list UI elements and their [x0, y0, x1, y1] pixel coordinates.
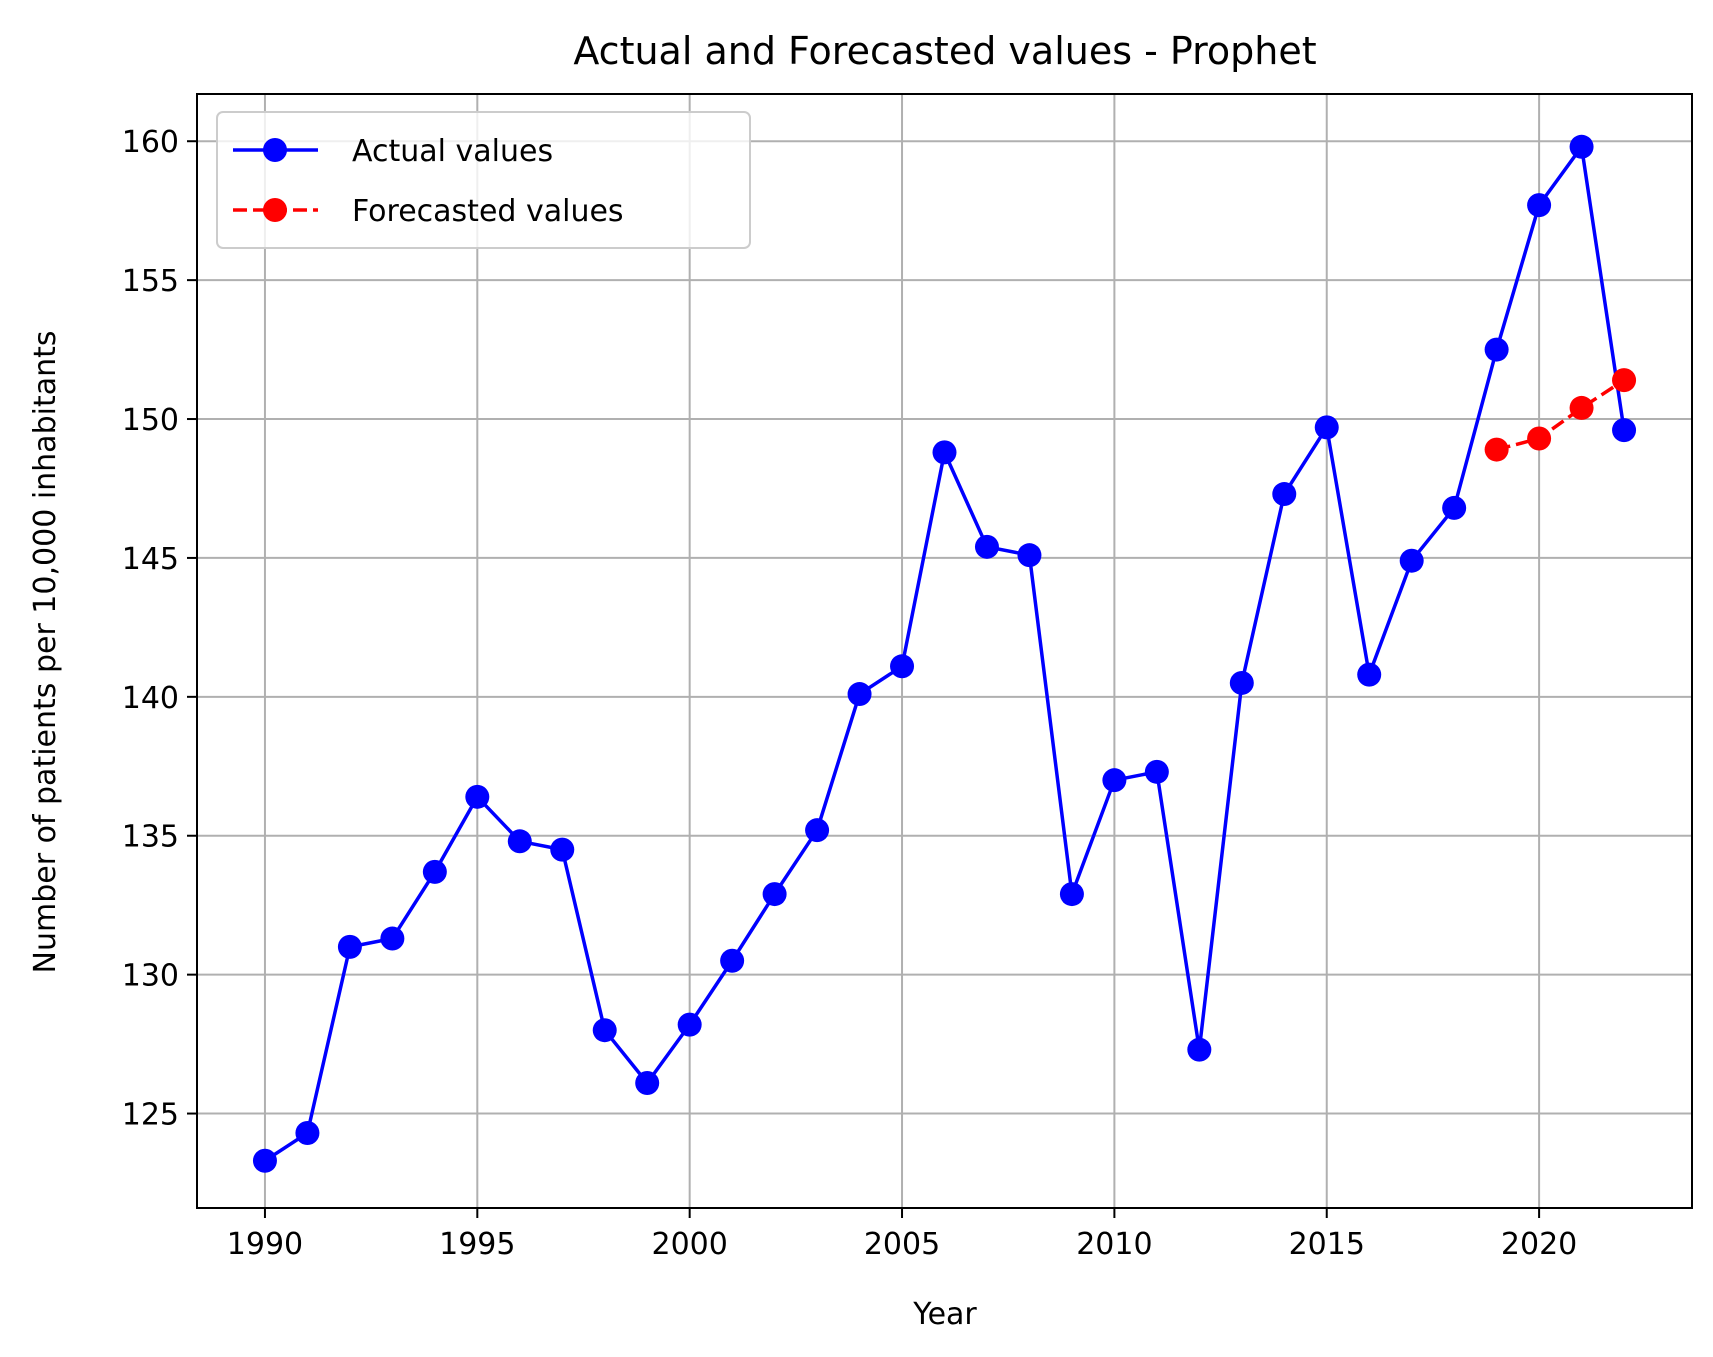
data-point — [847, 682, 872, 707]
y-tick-label: 135 — [122, 820, 179, 855]
x-tick-label: 2000 — [651, 1227, 727, 1262]
series-line — [263, 145, 1626, 1163]
x-tick-label: 1995 — [439, 1227, 515, 1262]
data-point — [1144, 759, 1169, 784]
data-point — [1612, 368, 1637, 393]
data-point — [1229, 670, 1254, 695]
y-axis-label: Number of patients per 10,000 inhabitant… — [28, 331, 63, 974]
x-axis-label: Year — [912, 1297, 977, 1332]
data-point — [1187, 1037, 1212, 1062]
data-point — [1102, 768, 1127, 793]
data-point — [422, 859, 447, 884]
data-point — [507, 829, 532, 854]
data-point — [1569, 395, 1594, 420]
data-point — [1484, 437, 1509, 462]
data-point — [1357, 662, 1382, 687]
data-point — [1612, 418, 1637, 443]
legend-entry: Actual values — [233, 134, 553, 169]
y-tick-label: 145 — [122, 542, 179, 577]
data-point — [1272, 482, 1297, 507]
grid-lines — [197, 94, 1692, 1208]
y-tick-label: 160 — [122, 125, 179, 160]
x-tick-label: 2015 — [1289, 1227, 1365, 1262]
legend-marker — [263, 198, 287, 222]
y-tick-label: 140 — [122, 681, 179, 716]
x-tick-label: 1990 — [227, 1227, 303, 1262]
data-point — [252, 1148, 277, 1173]
axis-ticks: 1990 1995 2000 2005 2010 2015 2020 125 130 135 140… — [122, 125, 1578, 1262]
legend-box — [216, 111, 751, 249]
legend-label: Forecasted values — [352, 194, 624, 229]
data-point — [1314, 415, 1339, 440]
legend-label: Actual values — [352, 134, 553, 169]
y-tick-label: 155 — [122, 264, 179, 299]
series-actual — [252, 134, 1637, 1173]
data-point — [1442, 495, 1467, 520]
chart-title: Actual and Forecasted values - Prophet — [573, 29, 1316, 73]
legend-entry: Forecasted values — [233, 194, 624, 229]
data-point — [805, 818, 830, 843]
data-point — [1017, 543, 1042, 568]
data-point — [295, 1120, 320, 1145]
y-tick-label: 150 — [122, 403, 179, 438]
legend: Actual values Forecasted values — [216, 111, 751, 249]
x-tick-label: 2020 — [1501, 1227, 1577, 1262]
data-point — [380, 926, 405, 951]
data-point — [1399, 548, 1424, 573]
data-point — [1059, 882, 1084, 907]
data-point — [550, 837, 575, 862]
data-point — [635, 1070, 660, 1095]
data-point — [337, 934, 362, 959]
data-point — [1527, 193, 1552, 218]
series-forecasted — [1484, 368, 1637, 462]
data-point — [932, 440, 957, 465]
data-point — [890, 654, 915, 679]
series-line — [1496, 378, 1626, 452]
series-layer — [252, 134, 1637, 1173]
legend-marker — [263, 138, 287, 162]
data-point — [762, 882, 787, 907]
data-point — [592, 1018, 617, 1043]
y-tick-label: 125 — [122, 1098, 179, 1133]
data-point — [1569, 134, 1594, 159]
x-tick-label: 2005 — [864, 1227, 940, 1262]
data-point — [720, 948, 745, 973]
plot-frame — [196, 93, 1693, 1209]
data-point — [465, 784, 490, 809]
data-point — [1527, 426, 1552, 451]
x-tick-label: 2010 — [1076, 1227, 1152, 1262]
data-point — [677, 1012, 702, 1037]
data-point — [974, 534, 999, 559]
y-tick-label: 130 — [122, 959, 179, 994]
data-point — [1484, 337, 1509, 362]
